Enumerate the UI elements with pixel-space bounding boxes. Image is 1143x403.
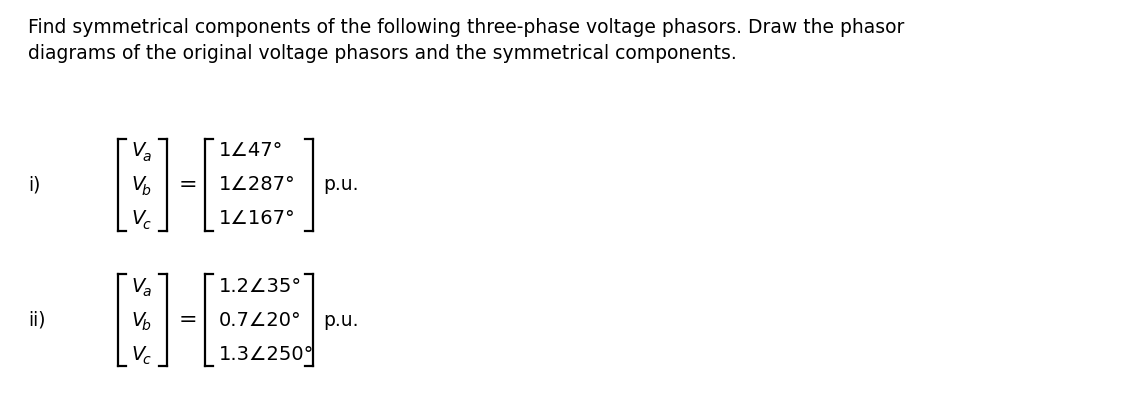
Text: c: c — [142, 353, 150, 367]
Text: V: V — [131, 210, 144, 229]
Text: 1∠287°: 1∠287° — [219, 175, 296, 195]
Text: p.u.: p.u. — [323, 310, 359, 330]
Text: c: c — [142, 218, 150, 232]
Text: V: V — [131, 175, 144, 195]
Text: diagrams of the original voltage phasors and the symmetrical components.: diagrams of the original voltage phasors… — [27, 44, 737, 63]
Text: i): i) — [27, 175, 40, 195]
Text: a: a — [142, 150, 151, 164]
Text: V: V — [131, 141, 144, 160]
Text: V: V — [131, 345, 144, 364]
Text: 1∠167°: 1∠167° — [219, 210, 296, 229]
Text: b: b — [142, 184, 151, 198]
Text: Find symmetrical components of the following three-phase voltage phasors. Draw t: Find symmetrical components of the follo… — [27, 18, 904, 37]
Text: =: = — [179, 175, 198, 195]
Text: V: V — [131, 310, 144, 330]
Text: 1.2∠35°: 1.2∠35° — [219, 276, 302, 295]
Text: ii): ii) — [27, 310, 46, 330]
Text: =: = — [179, 310, 198, 330]
Text: V: V — [131, 276, 144, 295]
Text: b: b — [142, 319, 151, 333]
Text: a: a — [142, 285, 151, 299]
Text: 1.3∠250°: 1.3∠250° — [219, 345, 314, 364]
Text: p.u.: p.u. — [323, 175, 359, 195]
Text: 1∠47°: 1∠47° — [219, 141, 283, 160]
Text: 0.7∠20°: 0.7∠20° — [219, 310, 302, 330]
